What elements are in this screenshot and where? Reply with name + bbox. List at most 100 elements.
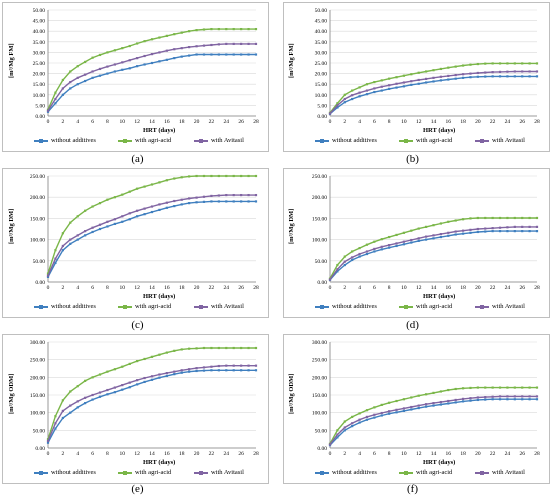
data-point — [417, 237, 420, 240]
data-point — [84, 73, 87, 76]
x-tick-label: 0 — [329, 119, 332, 125]
y-tick-label: 15.00 — [315, 82, 328, 88]
data-point — [188, 370, 191, 373]
data-point — [54, 257, 57, 260]
y-tick-label: 45.00 — [33, 19, 46, 25]
legend-swatch — [399, 304, 413, 309]
data-point — [150, 38, 154, 41]
data-point — [461, 397, 465, 400]
data-point — [425, 405, 428, 408]
data-point — [439, 403, 442, 406]
x-tick-label: 18 — [179, 119, 185, 125]
data-point — [128, 44, 131, 48]
data-point — [121, 215, 124, 218]
data-point — [432, 69, 435, 72]
data-point — [521, 75, 524, 78]
legend-item-without-additives: without additives — [315, 137, 377, 144]
data-point — [491, 227, 494, 230]
data-point — [225, 346, 228, 350]
data-point — [395, 408, 398, 411]
data-point — [410, 408, 413, 411]
x-tick-label: 0 — [329, 285, 332, 291]
data-point — [395, 411, 398, 414]
x-tick-label: 8 — [106, 451, 109, 457]
x-tick-label: 28 — [253, 285, 259, 291]
x-tick-label: 14 — [431, 119, 437, 125]
data-point — [365, 418, 369, 421]
x-tick-label: 14 — [149, 119, 155, 125]
data-point — [461, 76, 465, 79]
data-point — [498, 398, 502, 401]
data-point — [150, 355, 154, 358]
data-point — [373, 250, 376, 253]
data-point — [380, 85, 383, 88]
data-point — [91, 393, 94, 397]
data-point — [136, 42, 139, 45]
data-point — [491, 62, 494, 65]
data-point — [417, 82, 420, 85]
data-point — [106, 72, 109, 75]
data-point — [528, 230, 531, 233]
data-point — [188, 175, 191, 178]
data-point — [180, 348, 183, 351]
data-point — [54, 102, 57, 105]
data-point — [240, 42, 243, 46]
data-point — [439, 222, 442, 225]
data-point — [395, 399, 398, 403]
x-tick-label: 18 — [460, 119, 466, 125]
data-point — [165, 58, 168, 61]
x-tick-label: 20 — [194, 119, 200, 125]
data-point — [150, 210, 154, 214]
data-point — [373, 80, 376, 84]
data-point — [61, 249, 64, 252]
data-point — [225, 42, 228, 46]
data-point — [454, 73, 457, 77]
data-point — [410, 80, 413, 83]
x-tick-label: 14 — [149, 451, 155, 457]
data-point — [150, 183, 154, 186]
data-point — [506, 230, 509, 233]
data-point — [188, 46, 191, 49]
data-point — [225, 369, 228, 372]
legend-swatch — [399, 470, 413, 475]
data-point — [76, 65, 79, 68]
data-point — [106, 198, 109, 201]
data-point — [188, 54, 191, 57]
data-point — [158, 203, 161, 206]
data-point — [143, 357, 146, 361]
legend-label: without additives — [51, 469, 96, 476]
data-point — [240, 369, 243, 372]
data-point — [395, 86, 398, 89]
data-point — [373, 87, 376, 90]
data-point — [402, 398, 406, 401]
data-point — [106, 51, 109, 54]
data-point — [61, 78, 64, 82]
data-point — [158, 51, 161, 54]
data-point — [521, 216, 524, 220]
data-point — [69, 404, 72, 407]
x-tick-label: 2 — [343, 119, 346, 125]
y-tick-label: 100.00 — [312, 238, 327, 244]
data-point — [373, 90, 376, 94]
data-point — [54, 91, 57, 94]
data-point — [106, 65, 109, 68]
data-point — [328, 443, 332, 446]
data-point — [128, 190, 131, 193]
data-point — [254, 364, 258, 367]
series-line — [47, 347, 256, 440]
data-point — [380, 403, 383, 406]
data-point — [247, 346, 250, 350]
data-point — [528, 62, 531, 65]
data-point — [343, 420, 346, 423]
y-tick-label: 30.00 — [33, 50, 46, 56]
data-point — [506, 398, 509, 401]
data-point — [46, 274, 50, 277]
data-point — [98, 373, 102, 376]
data-point — [432, 80, 435, 83]
data-point — [195, 196, 198, 199]
data-point — [373, 416, 376, 419]
data-point — [180, 55, 183, 58]
x-tick-label: 8 — [388, 451, 391, 457]
data-point — [106, 220, 109, 223]
data-point — [173, 199, 176, 203]
